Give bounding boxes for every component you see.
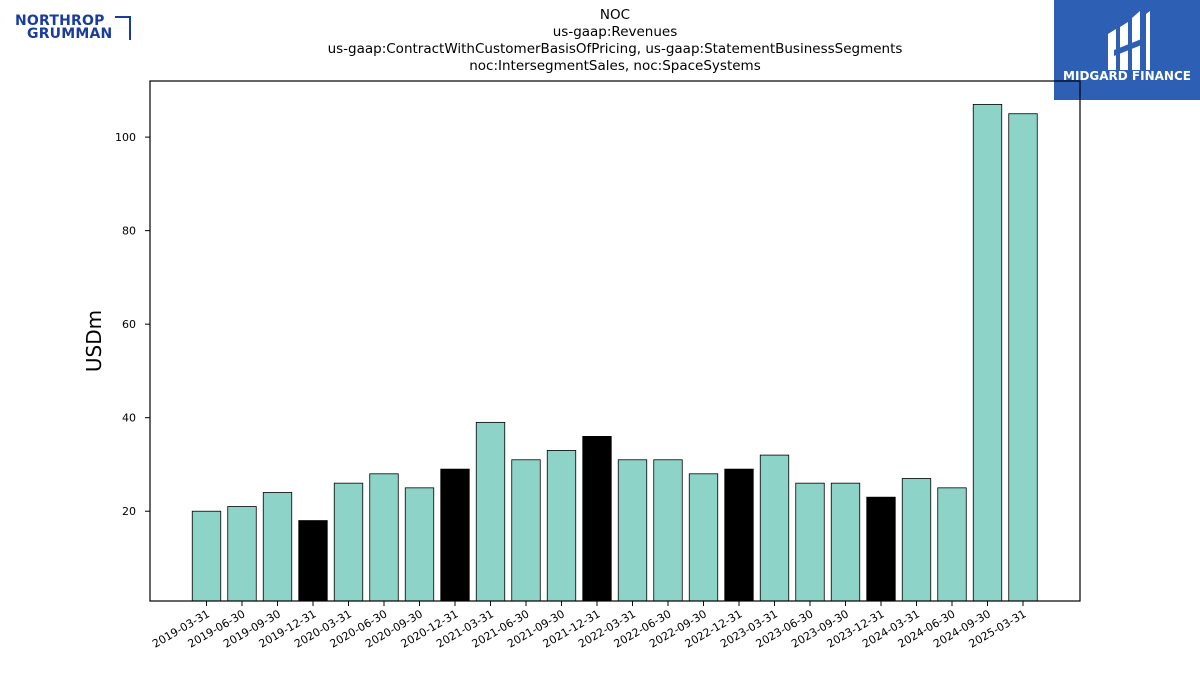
bar-2022-09-30 — [688, 473, 719, 602]
plot-frame — [149, 80, 1081, 602]
y-axis-label: USDm — [82, 310, 106, 372]
chart-title: NOC us-gaap:Revenues us-gaap:ContractWit… — [150, 7, 1080, 75]
midgard-emblem-icon — [1108, 11, 1150, 70]
bar-2019-12-31 — [298, 520, 328, 602]
bar-2019-06-30 — [227, 506, 257, 602]
title-line-4: noc:IntersegmentSales, noc:SpaceSystems — [469, 58, 761, 74]
bar-2021-03-31 — [475, 421, 506, 602]
bar-2022-06-30 — [653, 459, 683, 602]
midgard-finance-logo: MIDGARD FINANCE — [1054, 0, 1200, 100]
northrop-grumman-logo: NORTHROP GRUMMAN — [15, 14, 135, 44]
y-tick-label: 20 — [122, 505, 136, 518]
y-tick-label: 80 — [122, 225, 136, 238]
y-tick-label: 60 — [122, 318, 136, 331]
bar-2023-03-31 — [759, 454, 790, 602]
y-tick-label: 100 — [115, 131, 136, 144]
bar-2025-03-31 — [1008, 113, 1038, 602]
logo-line-2: GRUMMAN — [27, 26, 113, 42]
bar-2023-12-31 — [866, 496, 896, 602]
logo-line-1: NORTHROP — [15, 13, 105, 29]
bar-2020-12-31 — [440, 468, 470, 602]
bar-2022-12-31 — [724, 468, 754, 602]
title-line-2: us-gaap:Revenues — [552, 24, 678, 40]
title-line-1: NOC — [599, 7, 631, 23]
y-tick-label: 40 — [122, 412, 136, 425]
bar-2024-09-30 — [972, 103, 1003, 602]
bar-2023-06-30 — [795, 482, 825, 602]
bar-2022-03-31 — [617, 459, 648, 602]
bar-2019-09-30 — [262, 492, 293, 602]
midgard-logo-text: MIDGARD FINANCE — [1063, 69, 1191, 83]
bar-2023-09-30 — [830, 482, 861, 602]
title-line-3: us-gaap:ContractWithCustomerBasisOfPrici… — [327, 41, 903, 57]
bar-2024-03-31 — [901, 478, 932, 602]
bar-2021-12-31 — [582, 435, 612, 602]
bar-2019-03-31 — [191, 510, 222, 602]
logo-bracket-icon — [115, 16, 131, 40]
bar-2020-09-30 — [404, 487, 435, 602]
bar-2021-09-30 — [546, 450, 577, 602]
bar-2024-06-30 — [937, 487, 967, 602]
bar-2020-03-31 — [333, 482, 364, 602]
bar-2020-06-30 — [369, 473, 399, 602]
bar-2021-06-30 — [511, 459, 541, 602]
